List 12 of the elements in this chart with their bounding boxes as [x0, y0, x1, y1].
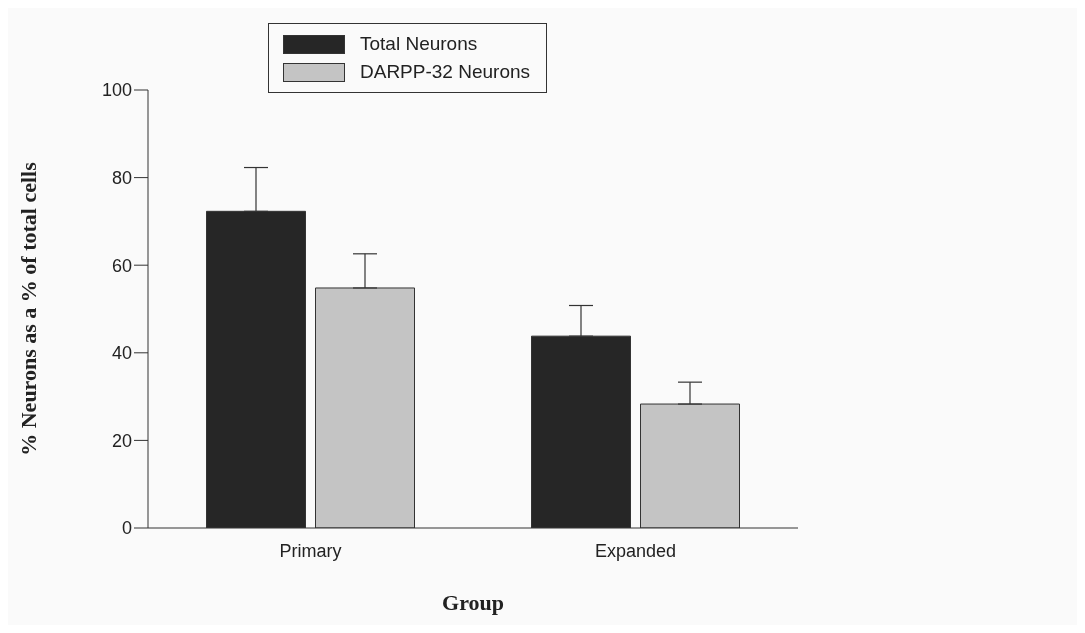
y-tick-label: 100	[101, 80, 132, 101]
x-tick-label: Expanded	[594, 540, 677, 561]
y-tick-label: 60	[111, 255, 132, 276]
x-axis-title: Group	[442, 590, 504, 615]
legend-label: DARPP-32 Neurons	[359, 60, 531, 84]
y-tick-label: 0	[121, 518, 132, 539]
legend-label: Total Neurons	[359, 32, 479, 56]
y-tick-label: 40	[111, 343, 132, 364]
x-tick-label: Primary	[279, 540, 342, 561]
y-axis-title: % Neurons as a % of total cells	[15, 161, 41, 456]
y-tick-label: 20	[111, 430, 132, 451]
y-tick-label: 80	[111, 167, 132, 188]
